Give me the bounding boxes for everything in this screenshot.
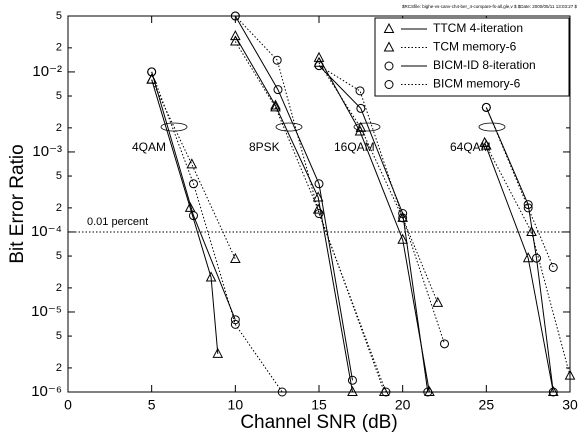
data-point (532, 253, 542, 263)
y-tick-label: 2 (56, 42, 62, 54)
data-point (523, 203, 533, 213)
data-point (526, 225, 537, 236)
data-point (273, 85, 283, 95)
y-axis-label: Bit Error Ratio (7, 144, 28, 263)
data-point (314, 61, 324, 71)
data-point (147, 67, 157, 77)
y-tick-label: 2 (56, 202, 62, 214)
data-point (314, 179, 324, 189)
data-point (312, 203, 324, 214)
data-point (347, 375, 357, 385)
data-point (230, 11, 240, 21)
data-point (186, 158, 198, 169)
legend-label: TCM memory-6 (433, 40, 517, 54)
y-tick-label: 10⁻⁴ (31, 223, 62, 240)
series-line (151, 35, 554, 393)
legend-box (374, 17, 570, 97)
data-point (548, 387, 558, 397)
data-point (230, 30, 241, 41)
y-tick-label: 5 (56, 10, 62, 22)
x-tick-label: 15 (311, 397, 327, 413)
group-label: 8PSK (249, 140, 280, 154)
legend-marker (384, 80, 394, 89)
group-ellipse (275, 122, 303, 132)
y-tick-label: 2 (56, 122, 62, 134)
data-point (230, 252, 241, 263)
legend-marker (383, 41, 395, 52)
y-tick-label: 10⁻² (32, 63, 62, 80)
data-point (423, 387, 433, 397)
data-point (522, 252, 534, 263)
x-tick-label: 25 (479, 397, 495, 413)
data-point (397, 233, 408, 244)
y-tick-label: 5 (56, 250, 62, 262)
legend-marker (383, 22, 395, 33)
data-point (270, 101, 281, 112)
data-point (381, 387, 391, 397)
data-point (312, 191, 324, 202)
series-line (151, 15, 554, 393)
data-point (347, 385, 358, 396)
data-point (481, 102, 491, 112)
data-point (314, 209, 324, 219)
legend-label: TTCM 4-iteration (433, 21, 523, 35)
x-axis-label: Channel SNR (dB) (240, 412, 397, 433)
y-tick-label: 10⁻³ (32, 143, 62, 160)
legend-label: BICM memory-6 (433, 77, 521, 91)
data-point (432, 296, 444, 307)
data-point (205, 271, 217, 282)
legend-marker (384, 61, 394, 71)
x-tick-label: 30 (562, 397, 578, 413)
data-point (230, 315, 240, 325)
x-tick-label: 0 (64, 397, 72, 413)
data-point (189, 179, 198, 189)
x-tick-label: 10 (228, 397, 244, 413)
data-point (277, 387, 287, 397)
data-point (548, 262, 558, 272)
y-tick-label: 10⁻⁵ (31, 303, 62, 320)
reference-label: 0.01 percent (87, 216, 148, 228)
group-label: 4QAM (132, 140, 166, 154)
data-point (270, 99, 281, 110)
data-point (481, 139, 492, 150)
data-point (398, 213, 408, 223)
y-tick-label: 5 (56, 170, 62, 182)
data-point (230, 319, 240, 329)
data-point (440, 339, 449, 349)
data-point (398, 209, 408, 219)
data-point (356, 103, 366, 113)
data-point (355, 86, 365, 96)
legend-label: BICM-ID 8-iteration (433, 58, 536, 72)
data-point (355, 121, 367, 132)
y-tick-label: 2 (56, 282, 62, 294)
x-tick-label: 20 (395, 397, 411, 413)
group-label: 64QAM (450, 140, 491, 154)
data-point (564, 369, 576, 380)
group-ellipse (478, 122, 506, 132)
data-point (272, 55, 282, 65)
header-note: $RCSfile: bighe-vs-canv-ch4-ber_4-compar… (402, 4, 578, 9)
data-point (189, 211, 198, 221)
y-tick-label: 5 (56, 90, 62, 102)
y-tick-label: 5 (56, 330, 62, 342)
data-point (184, 201, 196, 212)
y-tick-label: 10⁻⁶ (31, 383, 62, 400)
data-point (212, 347, 224, 358)
y-tick-label: 2 (56, 362, 62, 374)
data-point (230, 35, 241, 46)
x-tick-label: 5 (148, 397, 156, 413)
